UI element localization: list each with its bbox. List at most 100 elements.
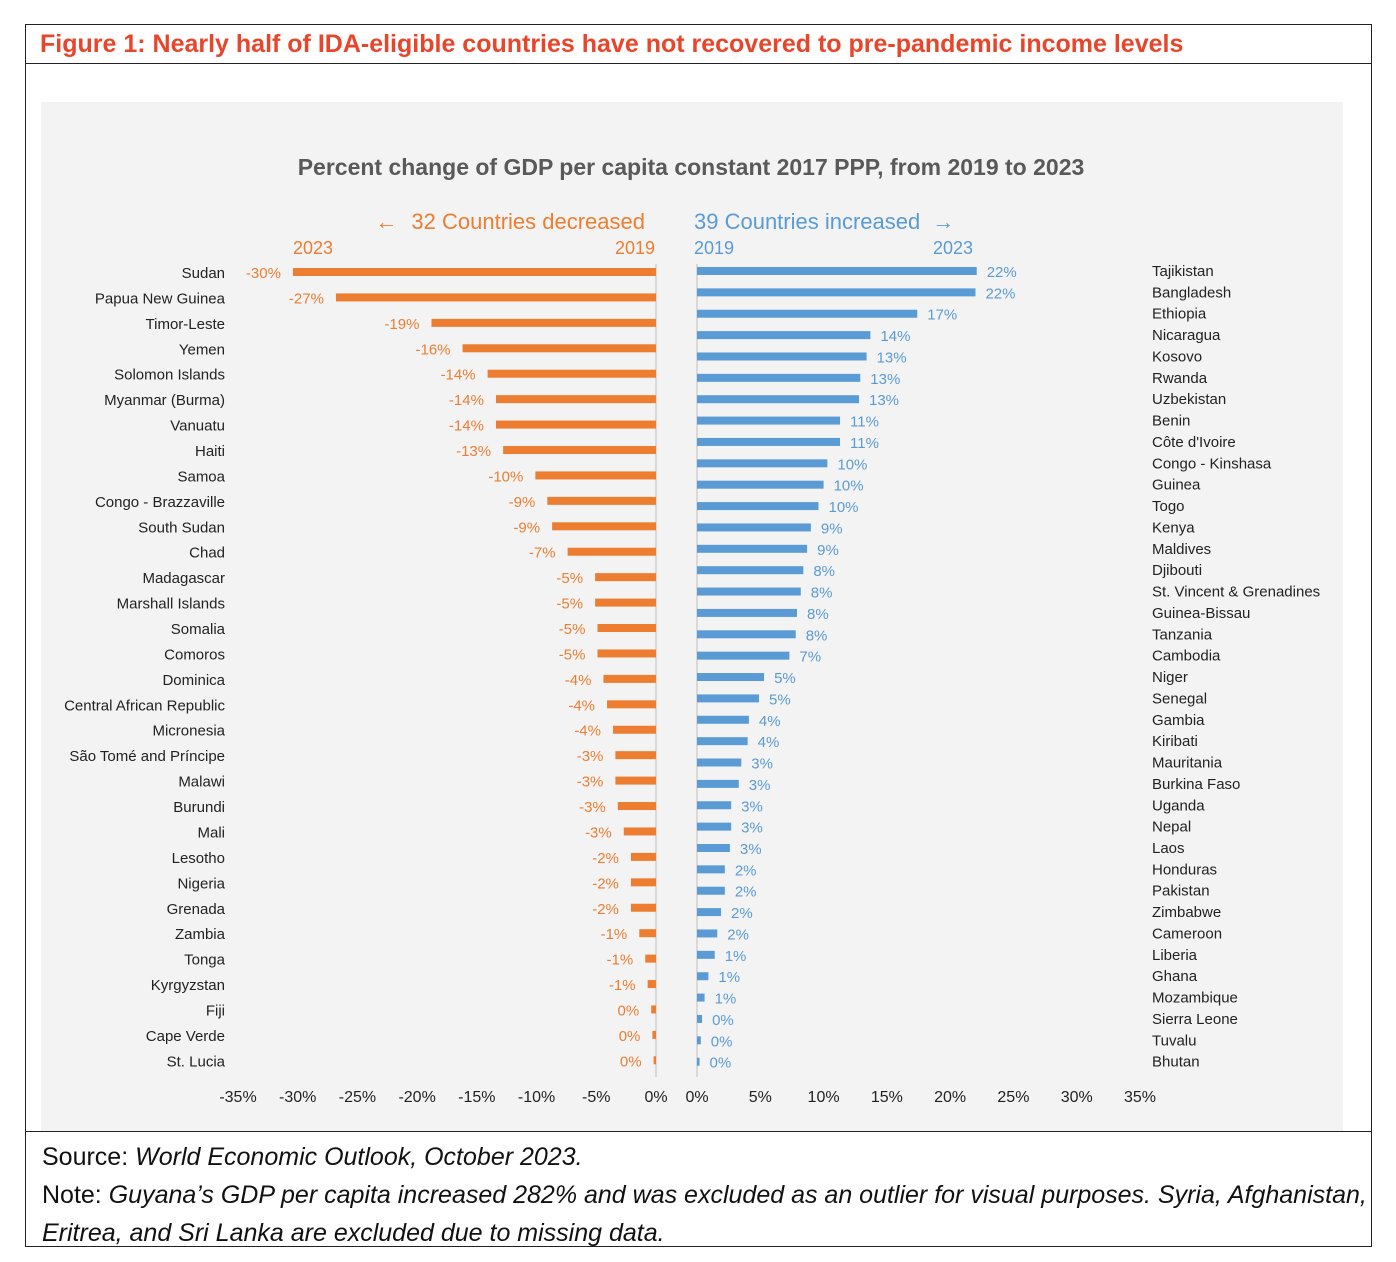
left-bar — [652, 1030, 656, 1039]
left-data-label: -3% — [577, 774, 604, 791]
left-bar — [623, 827, 656, 836]
right-category-label: Mozambique — [1152, 990, 1238, 1007]
right-tick-label: 10% — [808, 1089, 840, 1106]
left-bars-group: Sudan -30% Papua New Guinea -27% Timor-Leste… — [64, 265, 656, 1070]
left-data-label: -2% — [592, 875, 619, 892]
left-category-label: São Tomé and Príncipe — [69, 748, 225, 765]
left-bar — [653, 1056, 656, 1065]
left-end-label: 2019 — [615, 238, 655, 258]
right-bar — [697, 843, 730, 852]
right-category-label: St. Vincent & Grenadines — [1152, 584, 1320, 601]
left-data-label: -2% — [592, 850, 619, 867]
right-data-label: 0% — [711, 1033, 733, 1050]
left-tick-label: 0% — [644, 1089, 667, 1106]
left-category-label: Yemen — [179, 341, 225, 358]
right-bar — [697, 929, 718, 938]
left-category-label: Cape Verde — [146, 1028, 225, 1045]
left-category-label: Chad — [189, 545, 225, 562]
left-category-label: Kyrgyzstan — [151, 977, 225, 994]
left-data-label: -3% — [585, 824, 612, 841]
right-data-label: 13% — [870, 371, 900, 388]
left-bar — [607, 700, 656, 709]
left-data-label: -1% — [609, 977, 636, 994]
left-category-label: Malawi — [178, 774, 225, 791]
right-bar — [697, 480, 824, 489]
left-bar — [630, 878, 656, 887]
figure-frame: Figure 1: Nearly half of IDA-eligible co… — [25, 24, 1372, 1247]
left-category-label: Dominica — [162, 672, 225, 689]
right-bar — [697, 1036, 701, 1045]
left-panel-header: ← 32 Countries decreased — [375, 209, 645, 234]
left-bar — [595, 598, 656, 607]
right-category-label: Niger — [1152, 669, 1188, 686]
left-data-label: -10% — [488, 468, 523, 485]
right-category-label: Tanzania — [1152, 626, 1213, 643]
chart-area: Percent change of GDP per capita constan… — [41, 102, 1343, 1132]
left-data-label: -14% — [449, 392, 484, 409]
right-data-label: 8% — [807, 606, 829, 623]
right-category-label: Guinea — [1152, 477, 1201, 494]
right-category-label: Liberia — [1152, 947, 1198, 964]
right-data-label: 0% — [710, 1055, 732, 1072]
right-bar — [697, 331, 871, 340]
right-category-label: Ghana — [1152, 968, 1198, 985]
chart-title: Percent change of GDP per capita constan… — [298, 154, 1085, 180]
right-data-label: 1% — [718, 969, 740, 986]
left-tick-label: -20% — [398, 1089, 435, 1106]
right-data-label: 2% — [727, 926, 749, 943]
right-data-label: 3% — [741, 820, 763, 837]
left-category-label: Fiji — [206, 1002, 225, 1019]
left-category-label: Nigeria — [177, 875, 225, 892]
left-data-label: -5% — [559, 621, 586, 638]
source-line: Source: World Economic Outlook, October … — [42, 1143, 583, 1171]
left-category-label: Madagascar — [142, 570, 225, 587]
left-data-label: -5% — [556, 570, 583, 587]
left-data-label: -4% — [568, 697, 595, 714]
left-bar — [617, 802, 656, 811]
left-category-label: Burundi — [173, 799, 225, 816]
left-bar — [547, 496, 656, 505]
right-category-label: Guinea-Bissau — [1152, 605, 1250, 622]
left-category-label: Zambia — [175, 926, 226, 943]
left-bar — [595, 573, 656, 582]
right-bar — [697, 267, 977, 275]
left-category-label: Mali — [197, 824, 225, 841]
right-end-label: 2023 — [933, 238, 973, 258]
right-data-label: 2% — [731, 905, 753, 922]
left-category-label: Sudan — [182, 265, 225, 282]
note-line: Note: Guyana’s GDP per capita increased … — [42, 1181, 1367, 1247]
right-bar — [697, 352, 867, 361]
right-data-label: 14% — [880, 328, 910, 345]
figure-title: Figure 1: Nearly half of IDA-eligible co… — [26, 25, 1371, 64]
left-category-label: Lesotho — [172, 850, 225, 867]
right-bar — [697, 566, 804, 575]
right-data-label: 5% — [774, 670, 796, 687]
left-bar — [487, 369, 656, 378]
right-tick-label: 15% — [871, 1089, 903, 1106]
right-category-label: Djibouti — [1152, 562, 1202, 579]
right-axis-ticks: 0% 5% 10% 15% 20% 25% 30% 35% — [685, 1089, 1156, 1106]
left-bar — [613, 725, 656, 734]
left-category-label: Marshall Islands — [117, 596, 225, 613]
left-data-label: -14% — [449, 418, 484, 435]
right-bar — [697, 1057, 700, 1066]
right-data-label: 13% — [869, 392, 899, 409]
right-bar — [697, 523, 811, 532]
left-category-label: St. Lucia — [167, 1053, 226, 1070]
right-category-label: Tajikistan — [1152, 263, 1214, 280]
left-data-label: -9% — [509, 494, 536, 511]
right-bar — [697, 416, 841, 425]
right-bar — [697, 459, 828, 468]
left-category-label: Vanuatu — [170, 418, 225, 435]
left-tick-label: -25% — [339, 1089, 376, 1106]
left-bar — [462, 344, 656, 353]
left-category-label: Haiti — [195, 443, 225, 460]
right-bar — [697, 908, 722, 917]
right-category-label: Mauritania — [1152, 755, 1223, 772]
left-bar — [503, 446, 656, 455]
left-category-label: Comoros — [164, 646, 225, 663]
left-data-label: -4% — [574, 723, 601, 740]
right-bar — [697, 865, 725, 874]
left-bar — [639, 929, 656, 938]
right-category-label: Maldives — [1152, 541, 1211, 558]
